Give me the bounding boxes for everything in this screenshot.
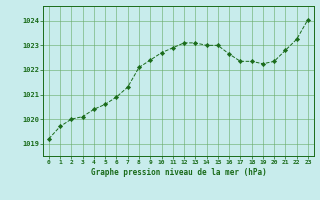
X-axis label: Graphe pression niveau de la mer (hPa): Graphe pression niveau de la mer (hPa) [91, 168, 266, 177]
